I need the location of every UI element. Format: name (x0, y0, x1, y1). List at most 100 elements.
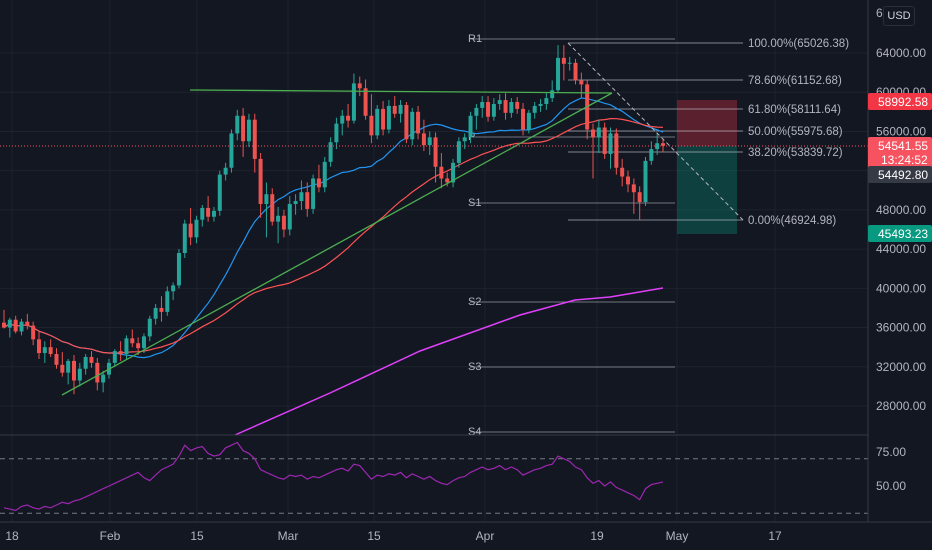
candle-body (299, 192, 304, 202)
candle (66, 358, 71, 385)
candle-body (252, 119, 257, 159)
stop-price-value: 58992.58 (878, 95, 928, 109)
candle-body (60, 364, 65, 373)
candle (276, 206, 281, 244)
candle-body (176, 253, 181, 286)
candle (235, 109, 240, 141)
candle (538, 99, 543, 112)
candle (19, 318, 24, 336)
candle (95, 357, 100, 391)
position-tool[interactable] (677, 100, 737, 234)
target-price-tag[interactable]: 45493.23 (868, 225, 932, 242)
candle (544, 93, 549, 110)
candle (13, 315, 18, 334)
candle (124, 335, 129, 359)
candle (153, 304, 158, 325)
candle-body (159, 307, 164, 312)
candle (328, 137, 333, 167)
candle-body (42, 347, 47, 354)
candle (25, 313, 30, 330)
candle (112, 349, 117, 367)
last-price-tag[interactable]: 54541.55 13:24:52 (868, 137, 932, 168)
candle (614, 128, 619, 175)
candle-body (608, 133, 613, 154)
candle-body (404, 104, 409, 140)
candle (281, 209, 286, 238)
candle-body (392, 105, 397, 114)
candle-body (468, 115, 473, 138)
rsi-line (3, 441, 664, 512)
candle-body (217, 174, 222, 211)
candle-body (486, 102, 491, 117)
candle-body (171, 285, 176, 292)
candle (31, 321, 36, 346)
candle-body (532, 105, 537, 113)
pivot-points[interactable]: R1PS1S2S3S4 (468, 33, 675, 438)
candle (194, 215, 199, 244)
stop-price-tag[interactable]: 58992.58 (868, 93, 932, 110)
currency-label[interactable]: USD (883, 6, 915, 26)
candle-body (305, 192, 310, 209)
candle (270, 188, 275, 226)
support-trend-line[interactable] (61, 92, 613, 396)
candle-body (83, 356, 88, 369)
candle (509, 98, 514, 118)
candle-body (381, 108, 386, 130)
date-tick-label: 18 (5, 529, 19, 543)
candle-body (36, 339, 41, 354)
candle (427, 131, 432, 155)
candle-body (200, 207, 205, 220)
fib-level-label: 38.20%(53839.72) (748, 147, 843, 159)
candle (130, 329, 135, 348)
candle (118, 341, 123, 361)
candle-body (386, 105, 391, 130)
candle (340, 109, 345, 136)
candle-body (118, 351, 123, 355)
date-tick-label: 17 (768, 529, 782, 543)
candle (649, 141, 654, 165)
candle-body (445, 178, 450, 183)
ma-price-tag[interactable]: 54492.80 (868, 166, 932, 183)
candle (567, 56, 572, 71)
candle (77, 362, 82, 387)
candle-body (620, 167, 625, 177)
candle-body (550, 90, 555, 99)
candle-body (567, 62, 572, 64)
stop-zone[interactable] (677, 100, 737, 146)
rsi-axis[interactable]: 75.00 50.00 (876, 445, 906, 493)
candle-body (649, 149, 654, 161)
candle (316, 164, 321, 193)
profit-zone[interactable] (677, 146, 737, 234)
candle-body (480, 102, 485, 108)
candle-body (223, 167, 228, 175)
candle-body (270, 194, 275, 222)
candle-body (631, 184, 636, 193)
candle (165, 286, 170, 316)
candle (176, 249, 181, 289)
candle (433, 132, 438, 183)
candle-body (235, 115, 240, 134)
candle (363, 79, 368, 120)
candle (287, 196, 292, 236)
candle (515, 97, 520, 114)
pivot-label: R1 (468, 33, 482, 45)
time-axis[interactable]: 18 Feb 15 Mar 15 Apr 19 May 17 (5, 529, 782, 543)
candle (439, 153, 444, 189)
candle (462, 133, 467, 150)
candle (182, 219, 187, 258)
candle (346, 103, 351, 128)
candle-body (48, 347, 53, 355)
ma-long-line (234, 287, 664, 436)
candle-body (311, 178, 316, 209)
candle-body (322, 161, 327, 188)
fib-level-label: 78.60%(61152.68) (748, 75, 842, 87)
resistance-line[interactable] (189, 89, 613, 94)
candle-body (596, 127, 601, 138)
rsi-tick-label: 50.00 (876, 479, 906, 493)
candle-body (316, 178, 321, 188)
candle-body (346, 115, 351, 121)
candle (532, 102, 537, 119)
price-tick-label: 40000.00 (876, 281, 926, 295)
date-tick-label: Feb (100, 529, 121, 543)
